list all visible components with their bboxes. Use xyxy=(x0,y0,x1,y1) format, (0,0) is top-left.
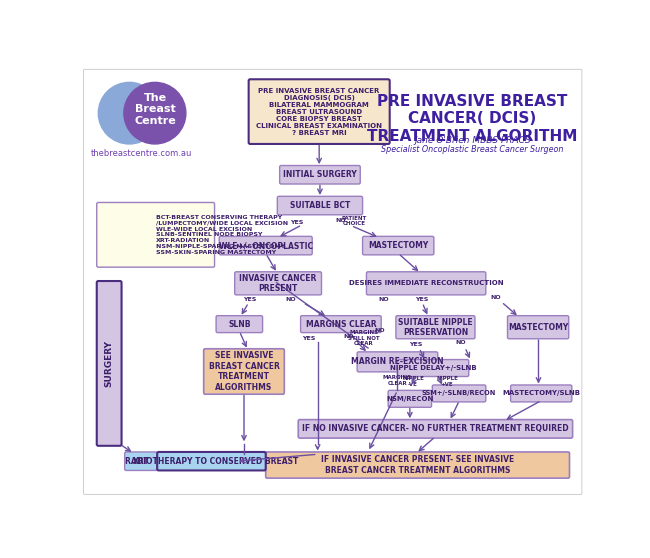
Text: MARGINS
STILL NOT
CLEAR: MARGINS STILL NOT CLEAR xyxy=(348,330,380,347)
Text: MARGINS
CLEAR: MARGINS CLEAR xyxy=(383,375,412,386)
FancyBboxPatch shape xyxy=(432,385,486,402)
Text: NIPPLE
+VE: NIPPLE +VE xyxy=(436,376,458,387)
Text: MASTECTOMY: MASTECTOMY xyxy=(508,323,568,331)
FancyBboxPatch shape xyxy=(300,316,381,333)
Text: NO: NO xyxy=(378,297,389,302)
Text: SUITABLE BCT: SUITABLE BCT xyxy=(290,201,350,210)
Circle shape xyxy=(124,83,186,144)
Text: DESIRES IMMEDIATE RECONSTRUCTION: DESIRES IMMEDIATE RECONSTRUCTION xyxy=(349,280,504,286)
Text: PRE INVASIVE BREAST
CANCER( DCIS)
TREATMENT ALGORITHM: PRE INVASIVE BREAST CANCER( DCIS) TREATM… xyxy=(367,94,578,144)
Text: XRT: XRT xyxy=(133,456,150,466)
FancyBboxPatch shape xyxy=(357,352,437,372)
Text: YES: YES xyxy=(410,341,422,347)
Text: PRE INVASIVE BREAST CANCER
DIAGNOSIS( DCIS)
BILATERAL MAMMOGRAM
BREAST ULTRASOUN: PRE INVASIVE BREAST CANCER DIAGNOSIS( DC… xyxy=(256,88,382,136)
Text: NO: NO xyxy=(374,328,385,333)
Text: Specialist Oncoplastic Breast Cancer Surgeon: Specialist Oncoplastic Breast Cancer Sur… xyxy=(382,146,564,155)
FancyBboxPatch shape xyxy=(157,452,266,470)
Text: YES: YES xyxy=(290,220,304,225)
Text: NIPPLE DELAY+/-SLNB: NIPPLE DELAY+/-SLNB xyxy=(390,365,476,371)
FancyBboxPatch shape xyxy=(363,237,434,255)
Text: Jane O'Brien MBBS FRACS: Jane O'Brien MBBS FRACS xyxy=(414,136,531,145)
Text: NO: NO xyxy=(456,340,466,345)
FancyBboxPatch shape xyxy=(298,420,573,438)
Text: MASTECTOMY: MASTECTOMY xyxy=(368,241,428,250)
Text: IF NO INVASIVE CANCER- NO FURTHER TREATMENT REQUIRED: IF NO INVASIVE CANCER- NO FURTHER TREATM… xyxy=(302,425,569,434)
Text: The
Breast
Centre: The Breast Centre xyxy=(135,93,177,126)
FancyBboxPatch shape xyxy=(388,391,432,407)
Text: SSM+/-SLNB/RECON: SSM+/-SLNB/RECON xyxy=(422,391,496,396)
Text: thebreastcentre.com.au: thebreastcentre.com.au xyxy=(91,148,192,158)
Text: PATIENT
CHOICE: PATIENT CHOICE xyxy=(341,215,367,227)
Text: MARGINS CLEAR: MARGINS CLEAR xyxy=(306,320,376,329)
FancyBboxPatch shape xyxy=(511,385,572,402)
FancyBboxPatch shape xyxy=(397,359,469,377)
Text: YES: YES xyxy=(302,335,316,340)
FancyBboxPatch shape xyxy=(203,349,284,394)
Text: NO: NO xyxy=(343,334,354,339)
Text: IF INVASIVE CANCER PRESENT- SEE INVASIVE
BREAST CANCER TREATMENT ALGORITHMS: IF INVASIVE CANCER PRESENT- SEE INVASIVE… xyxy=(321,455,514,475)
FancyBboxPatch shape xyxy=(97,203,214,267)
Text: NO: NO xyxy=(491,295,501,300)
Circle shape xyxy=(98,83,161,144)
Text: INITIAL SURGERY: INITIAL SURGERY xyxy=(283,170,357,179)
FancyBboxPatch shape xyxy=(235,272,322,295)
Text: NSM/RECON: NSM/RECON xyxy=(386,396,434,402)
Text: SEE INVASIVE
BREAST CANCER
TREATMENT
ALGORITHMS: SEE INVASIVE BREAST CANCER TREATMENT ALG… xyxy=(209,352,280,392)
Text: YES: YES xyxy=(244,297,257,302)
FancyBboxPatch shape xyxy=(125,452,157,470)
FancyBboxPatch shape xyxy=(367,272,486,295)
Text: MARGIN RE-EXCISION: MARGIN RE-EXCISION xyxy=(351,357,444,367)
FancyBboxPatch shape xyxy=(280,166,360,184)
FancyBboxPatch shape xyxy=(97,281,122,446)
Text: SURGERY: SURGERY xyxy=(105,340,114,387)
FancyBboxPatch shape xyxy=(249,79,390,144)
Text: NIPPLE
-VE: NIPPLE -VE xyxy=(402,376,424,387)
FancyBboxPatch shape xyxy=(396,316,475,339)
Text: RADIOTHERAPY TO CONSERVED BREAST: RADIOTHERAPY TO CONSERVED BREAST xyxy=(125,456,298,466)
Text: SUITABLE NIPPLE
PRESERVATION: SUITABLE NIPPLE PRESERVATION xyxy=(398,318,473,337)
Text: WLE+/- ONCOPLASTIC: WLE+/- ONCOPLASTIC xyxy=(218,241,313,250)
FancyBboxPatch shape xyxy=(216,316,263,333)
FancyBboxPatch shape xyxy=(219,237,312,255)
FancyBboxPatch shape xyxy=(508,316,569,339)
FancyBboxPatch shape xyxy=(278,196,363,215)
Text: NO: NO xyxy=(335,219,346,223)
Text: YES: YES xyxy=(415,297,429,302)
Text: NO: NO xyxy=(285,297,296,302)
Text: SLNB: SLNB xyxy=(228,320,251,329)
Text: MASTECTOMY/SLNB: MASTECTOMY/SLNB xyxy=(502,391,580,396)
Text: INVASIVE CANCER
PRESENT: INVASIVE CANCER PRESENT xyxy=(239,273,317,293)
FancyBboxPatch shape xyxy=(266,452,569,478)
Text: BCT-BREAST CONSERVING THERAPY
/LUMPECTOMY/WIDE LOCAL EXCISION
WLE-WIDE LOCAL EXC: BCT-BREAST CONSERVING THERAPY /LUMPECTOM… xyxy=(155,215,288,254)
